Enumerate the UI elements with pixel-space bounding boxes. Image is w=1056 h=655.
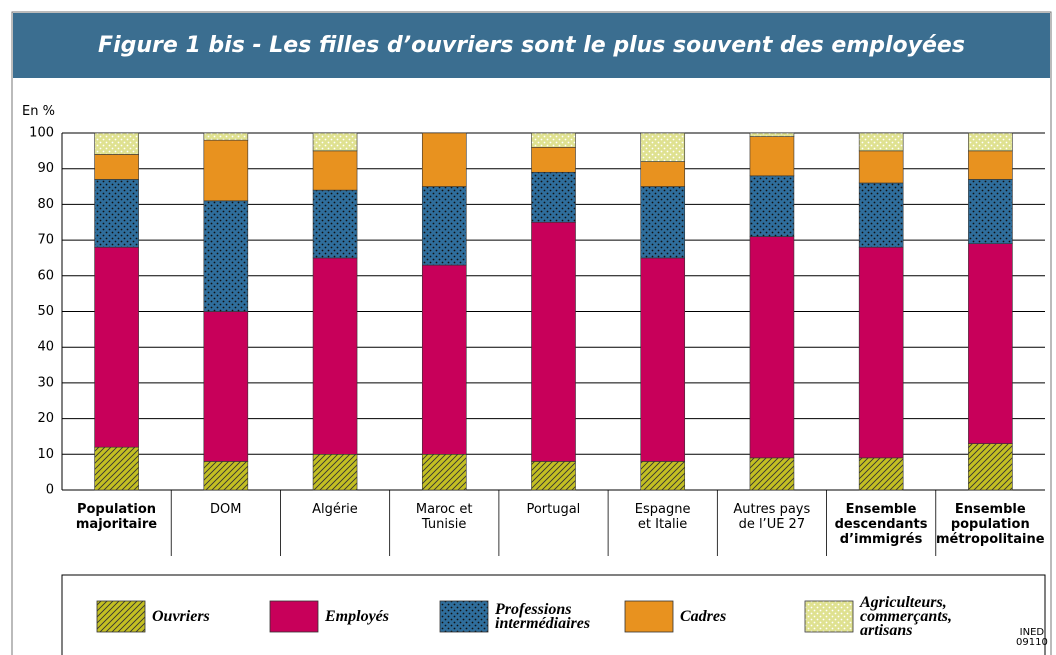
y-tick-label: 50	[37, 304, 54, 319]
bar-segment	[858, 150, 904, 184]
title-bar	[13, 13, 1050, 78]
bar-segment	[421, 264, 467, 455]
bar-segment	[858, 132, 904, 152]
x-tick-label: Maroc et Tunisie	[415, 502, 473, 532]
y-tick-label: 20	[37, 411, 54, 426]
bar-segment	[858, 182, 904, 248]
frame	[11, 11, 1052, 655]
legend-label: Professions intermédiaires	[495, 601, 591, 632]
x-tick-label: Algérie	[312, 502, 358, 517]
note: INED 09110	[1016, 627, 1048, 648]
chart-title: Figure 1 bis - Les filles d’ouvriers son…	[98, 33, 965, 58]
x-tick-label: DOM	[209, 502, 242, 517]
legend-label: Ouvriers	[152, 608, 210, 625]
bar-segment	[749, 457, 795, 491]
x-tick-label: Espagne et Italie	[634, 502, 691, 532]
bar-segment	[749, 236, 795, 459]
y-tick-label: 80	[37, 197, 54, 212]
legend-swatch	[96, 600, 146, 633]
y-tick-label: 40	[37, 340, 54, 355]
x-tick-label: Ensemble descendants d’immigrés	[834, 502, 928, 547]
legend-label: Agriculteurs, commerçants, artisans	[860, 594, 952, 639]
legend-swatch	[439, 600, 489, 633]
bar-segment	[968, 179, 1013, 244]
bar-segment	[640, 257, 686, 462]
bar-segment	[94, 446, 139, 491]
bar-segment	[312, 257, 358, 455]
x-tick-label: Autres pays de l’UE 27	[733, 502, 811, 532]
y-tick-label: 60	[37, 268, 54, 283]
bar-segment	[312, 150, 358, 191]
bar-segment	[640, 132, 686, 162]
bar-segment	[203, 200, 249, 312]
y-tick-label: 70	[37, 233, 54, 248]
bar-segment	[312, 189, 358, 259]
bar-segment	[749, 132, 795, 137]
bar-segment	[421, 132, 467, 187]
bar-segment	[531, 146, 576, 173]
bar-segment	[531, 221, 576, 462]
bar-segment	[968, 243, 1013, 444]
legend-swatch	[624, 600, 674, 633]
legend-label: Employés	[325, 608, 389, 625]
bar-segment	[968, 443, 1013, 491]
legend-swatch	[804, 600, 854, 633]
x-tick-label: Ensemble population métropolitaine	[935, 502, 1045, 547]
y-tick-label: 0	[46, 483, 54, 498]
y-tick-label: 10	[37, 447, 54, 462]
y-axis-label: En %	[22, 104, 55, 119]
y-tick-label: 100	[29, 126, 54, 141]
bar-segment	[858, 246, 904, 459]
bar-segment	[94, 179, 139, 248]
bar-segment	[94, 246, 139, 448]
bar-segment	[858, 457, 904, 491]
bar-segment	[312, 453, 358, 491]
x-tick-label: Portugal	[526, 502, 581, 517]
bar-segment	[640, 161, 686, 187]
bar-segment	[94, 132, 139, 155]
bar-segment	[531, 171, 576, 223]
bar-segment	[531, 461, 576, 491]
bar-segment	[421, 186, 467, 266]
bar-segment	[640, 186, 686, 259]
bar-segment	[421, 453, 467, 491]
bar-segment	[203, 311, 249, 462]
bar-segment	[203, 461, 249, 491]
bar-segment	[968, 150, 1013, 180]
x-tick-label: Population majoritaire	[75, 502, 158, 532]
bar-segment	[640, 461, 686, 491]
legend-box	[61, 574, 1046, 655]
bar-segment	[749, 175, 795, 237]
bar-segment	[94, 154, 139, 180]
legend-label: Cadres	[680, 608, 727, 625]
bar-segment	[968, 132, 1013, 152]
y-tick-label: 30	[37, 375, 54, 390]
y-tick-label: 90	[37, 161, 54, 176]
legend-swatch	[269, 600, 319, 633]
bar-segment	[312, 132, 358, 152]
bar-segment	[531, 132, 576, 148]
bar-segment	[203, 139, 249, 202]
bar-segment	[203, 132, 249, 141]
bar-segment	[749, 136, 795, 177]
